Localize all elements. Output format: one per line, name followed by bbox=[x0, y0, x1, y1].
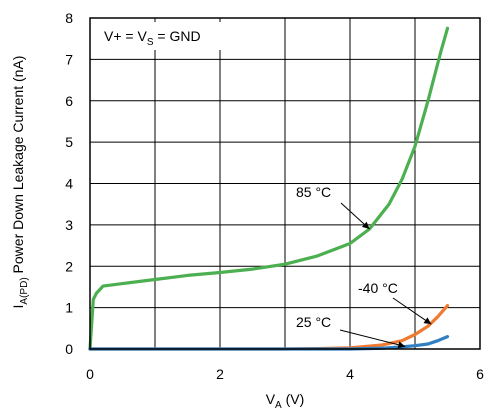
annotation-leader bbox=[339, 329, 406, 348]
y-tick-label: 2 bbox=[65, 258, 73, 274]
series-line bbox=[88, 26, 450, 351]
grid bbox=[89, 17, 481, 350]
legend-text: V+ = VS = GND bbox=[104, 28, 201, 48]
annotation-arrowhead bbox=[397, 341, 406, 349]
y-tick-label: 0 bbox=[65, 341, 73, 357]
annotations: 85 °C -40 °C 25 °C bbox=[296, 184, 432, 349]
annotation-leader bbox=[392, 297, 432, 325]
x-tick-label: 6 bbox=[476, 366, 484, 382]
series-annotation: -40 °C bbox=[358, 280, 398, 296]
y-tick-label: 4 bbox=[65, 176, 73, 192]
y-tick-label: 1 bbox=[65, 300, 73, 316]
series-annotation: 85 °C bbox=[296, 184, 331, 200]
y-tick-label: 5 bbox=[65, 134, 73, 150]
x-tick-label: 4 bbox=[346, 366, 354, 382]
annotation-arrowhead bbox=[423, 317, 432, 325]
y-tick-label: 8 bbox=[65, 10, 73, 26]
y-tick-label: 7 bbox=[65, 51, 73, 67]
x-tick-label: 2 bbox=[216, 366, 224, 382]
y-axis-label: IA(PD) Power Down Leakage Current (nA) bbox=[10, 56, 30, 309]
legend-box: V+ = VS = GND bbox=[98, 22, 252, 50]
series-layer bbox=[88, 26, 450, 351]
tick-labels: 0 2 4 6 0 1 2 3 4 5 6 7 8 bbox=[65, 10, 484, 382]
series-line bbox=[88, 304, 450, 351]
y-tick-label: 3 bbox=[65, 217, 73, 233]
y-tick-label: 6 bbox=[65, 93, 73, 109]
series-annotation: 25 °C bbox=[296, 314, 331, 330]
x-axis-label: VA (V) bbox=[266, 391, 305, 411]
x-tick-label: 0 bbox=[86, 366, 94, 382]
annotation-arrowhead bbox=[361, 221, 370, 230]
plot-frame bbox=[89, 17, 481, 350]
